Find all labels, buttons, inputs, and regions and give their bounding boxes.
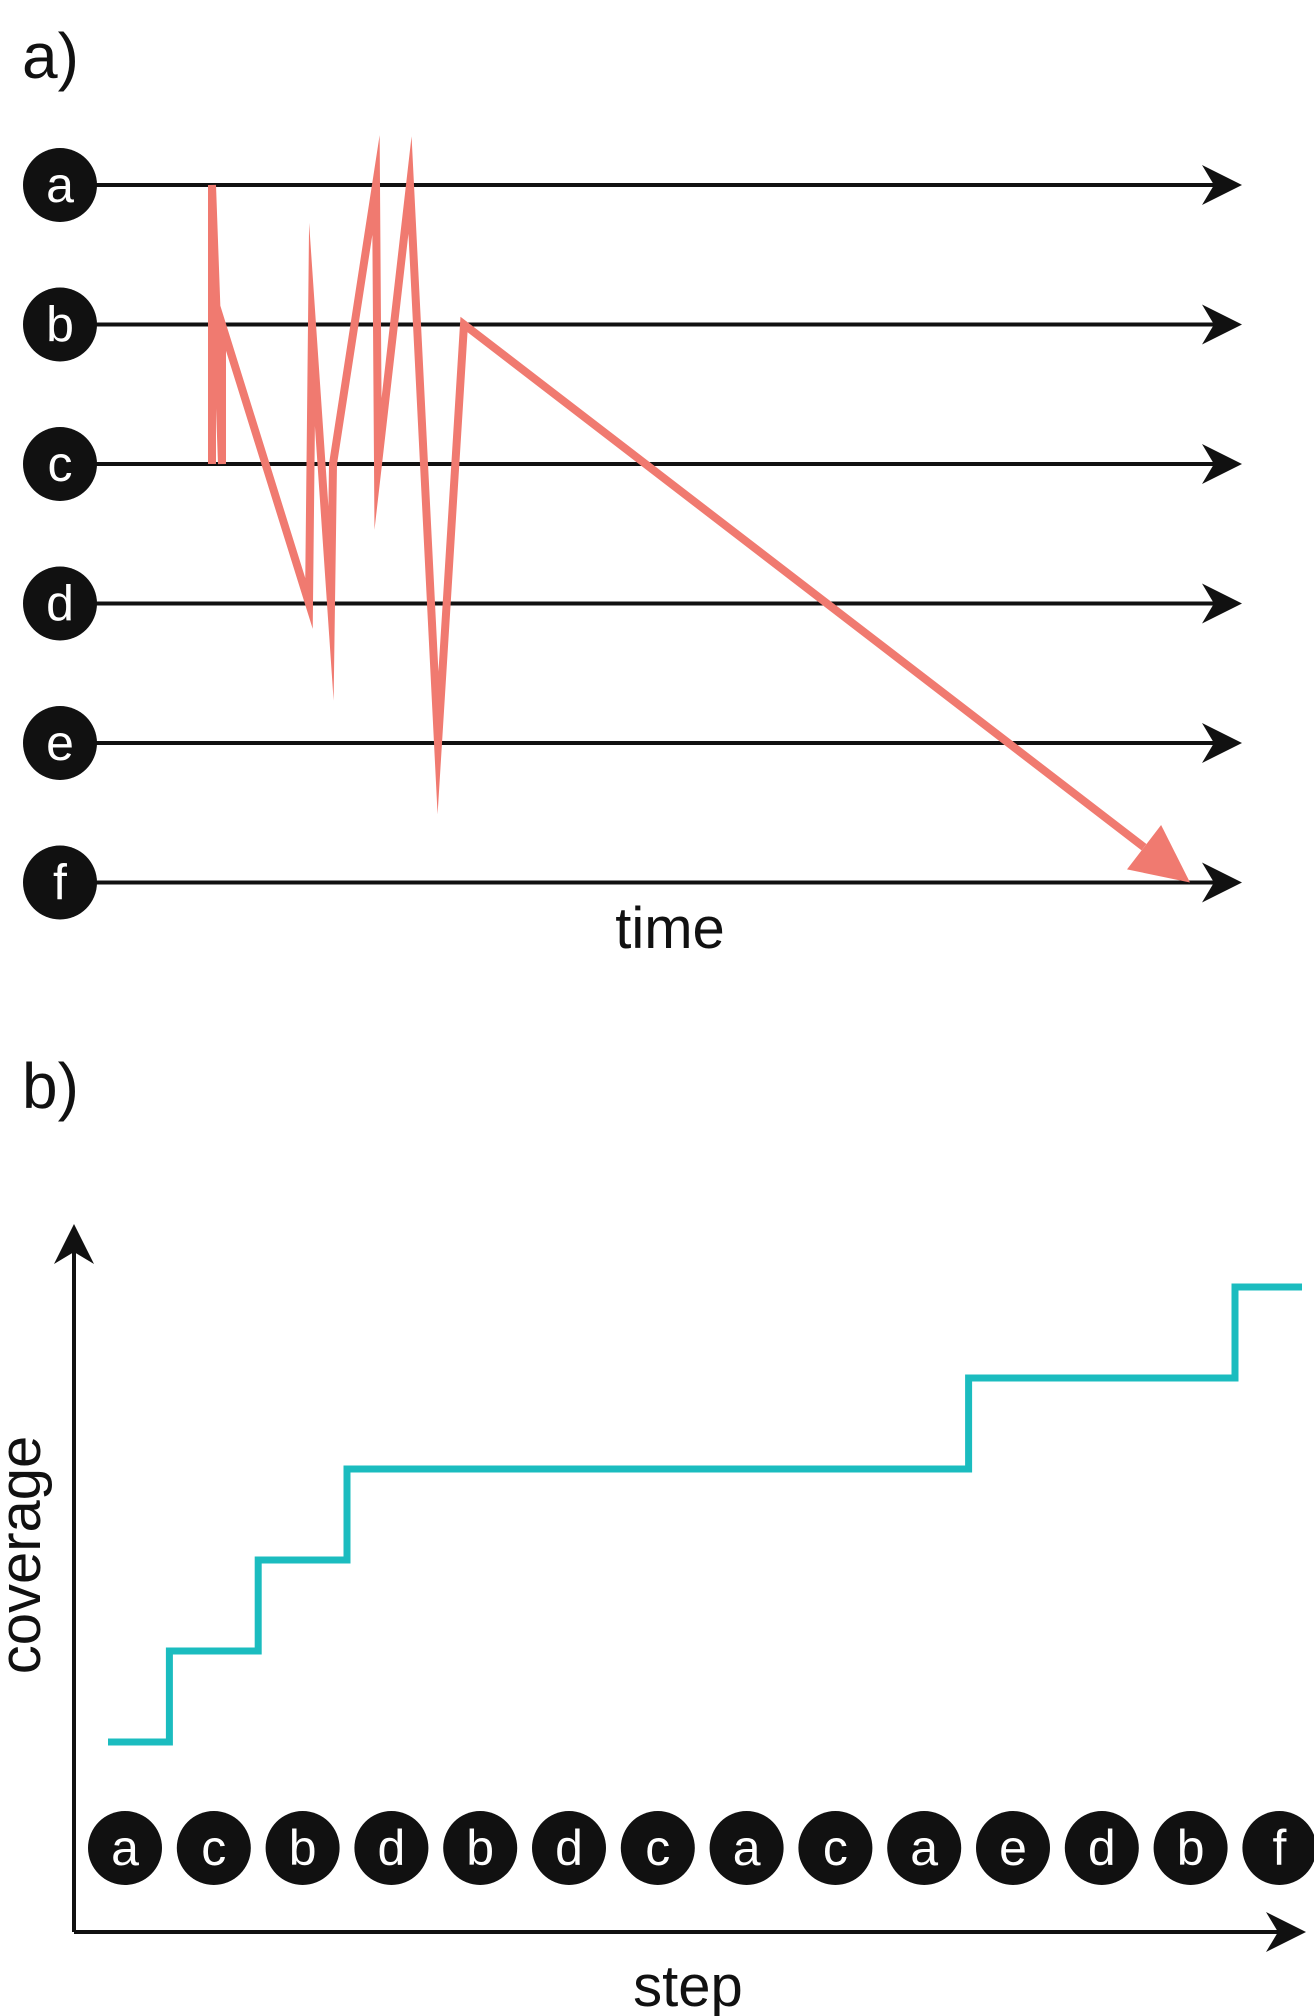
row-c-letter: c (48, 436, 73, 492)
step-letter: e (999, 1820, 1027, 1876)
coverage-step-path (108, 1283, 1302, 1746)
step-node (265, 1811, 340, 1885)
step-letter: d (555, 1820, 583, 1876)
step-node (354, 1811, 429, 1885)
step-node (1242, 1811, 1314, 1885)
step-letter: a (910, 1820, 938, 1876)
step-13: b (1153, 1811, 1228, 1885)
step-letter: a (733, 1820, 761, 1876)
step-node (976, 1811, 1050, 1885)
step-node (620, 1811, 695, 1885)
row-e-letter: e (46, 715, 74, 771)
step-letter: b (1177, 1820, 1205, 1876)
step-3: b (265, 1811, 340, 1885)
row-b-node (23, 287, 97, 362)
panel-a-label: a) (22, 20, 79, 92)
row-d: d (23, 566, 1242, 641)
step-6: d (532, 1811, 606, 1885)
step-letter: f (1272, 1820, 1286, 1876)
step-5: b (443, 1811, 518, 1885)
time-axis-label: time (615, 896, 725, 961)
timeline-rows: a b c d e f (23, 148, 1242, 920)
step-node (443, 1811, 518, 1885)
coverage-line (108, 1283, 1302, 1746)
step-letter: d (1088, 1820, 1116, 1876)
step-node (532, 1811, 606, 1885)
step-node (1153, 1811, 1228, 1885)
row-f-node (23, 845, 97, 920)
step-letter: b (289, 1820, 317, 1876)
step-node (88, 1811, 162, 1885)
row-c-node (23, 427, 97, 501)
trajectory-path (208, 135, 1190, 883)
trajectory-line (208, 135, 1147, 851)
panel-b-label: b) (22, 1050, 79, 1122)
row-a-node (23, 148, 97, 222)
row-f: f (23, 845, 1242, 920)
trajectory-arrowhead (1127, 825, 1190, 883)
step-letter: c (823, 1820, 848, 1876)
row-e: e (23, 706, 1242, 780)
step-node (176, 1811, 251, 1885)
row-d-letter: d (46, 576, 74, 632)
step-letter: d (377, 1820, 405, 1876)
step-10: a (887, 1811, 962, 1885)
step-9: c (798, 1811, 873, 1885)
row-a-letter: a (46, 157, 74, 213)
step-2: c (176, 1811, 251, 1885)
step-14: f (1242, 1811, 1314, 1885)
row-b-letter: b (46, 297, 74, 353)
row-b: b (23, 287, 1242, 362)
step-letter: c (645, 1820, 670, 1876)
step-axis-label: step (633, 1954, 743, 2016)
row-e-node (23, 706, 97, 780)
coverage-axis-label: coverage (0, 1436, 53, 1675)
step-letter: b (466, 1820, 494, 1876)
step-1: a (88, 1811, 162, 1885)
step-letter: a (111, 1820, 139, 1876)
step-letter: c (201, 1820, 226, 1876)
step-12: d (1064, 1811, 1139, 1885)
step-8: a (709, 1811, 784, 1885)
step-node (798, 1811, 873, 1885)
step-node (887, 1811, 962, 1885)
row-a: a (23, 148, 1242, 222)
step-node (709, 1811, 784, 1885)
step-11: e (976, 1811, 1050, 1885)
step-4: d (354, 1811, 429, 1885)
panel-b: b) coverage step a c b d b d c a c a e d b f (0, 1050, 1314, 2016)
row-c: c (23, 427, 1242, 501)
step-node (1064, 1811, 1139, 1885)
row-d-node (23, 566, 97, 641)
row-f-letter: f (53, 855, 67, 911)
step-7: c (620, 1811, 695, 1885)
panel-a: a) a b c d e f time (22, 20, 1242, 961)
